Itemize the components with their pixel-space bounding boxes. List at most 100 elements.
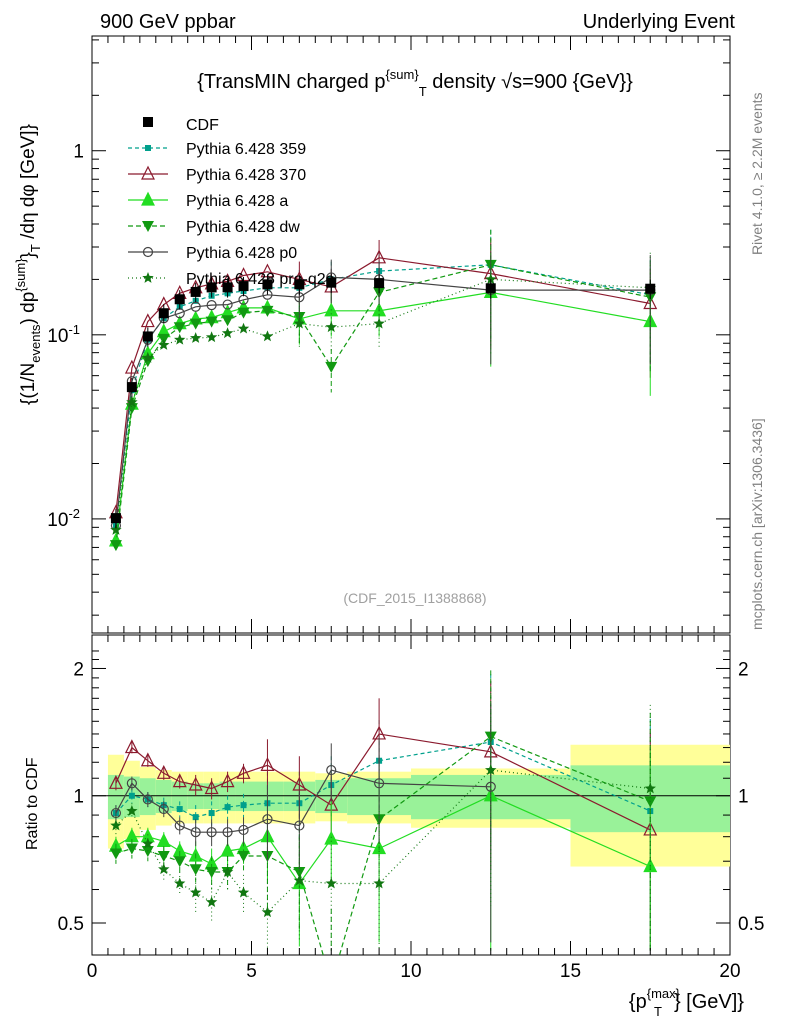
ratio-marker-2-7 bbox=[220, 842, 235, 857]
ratio-marker-5-12 bbox=[373, 877, 385, 889]
series-marker-3-7 bbox=[221, 315, 234, 327]
ratio-ytick-label-right: 1 bbox=[738, 787, 749, 808]
ratio-y-ticks: 0.5 0.5 1 1 2 2 bbox=[58, 650, 764, 935]
main-y-ticks: 10-2 10-1 1 bbox=[47, 39, 730, 616]
legend-marker-cdf bbox=[143, 117, 153, 127]
data-point-10 bbox=[294, 279, 305, 290]
series-marker-5-9 bbox=[261, 330, 274, 342]
ratio-marker-1-8 bbox=[236, 764, 251, 779]
series-marker-3-5 bbox=[189, 318, 202, 330]
series-marker-5-1 bbox=[126, 396, 138, 408]
legend-label-0: Pythia 6.428 359 bbox=[186, 141, 306, 158]
legend-marker-1 bbox=[141, 165, 155, 180]
ratio-ytick-label-left: 0.5 bbox=[58, 914, 84, 935]
ratio-ytick-label-right: 0.5 bbox=[738, 914, 764, 935]
series-marker-5-8 bbox=[237, 322, 250, 334]
ratio-ytick-label-left: 2 bbox=[73, 659, 84, 680]
ratio-band-stat-3 bbox=[155, 779, 172, 814]
data-point-9 bbox=[262, 279, 273, 290]
series-marker-5-2 bbox=[142, 351, 154, 363]
data-point-3 bbox=[158, 308, 169, 319]
legend-marker-4 bbox=[142, 246, 154, 258]
ratio-marker-1-10 bbox=[292, 776, 307, 791]
data-point-5 bbox=[190, 286, 201, 297]
ratio-marker-1-4 bbox=[172, 773, 187, 788]
series-marker-5-4 bbox=[174, 333, 186, 345]
ratio-marker-1-0 bbox=[108, 774, 123, 789]
series-marker-5-6 bbox=[205, 331, 218, 343]
series-marker-5-5 bbox=[190, 332, 202, 343]
x-tick-label: 5 bbox=[246, 961, 257, 982]
series-marker-5-7 bbox=[221, 327, 234, 339]
x-tick-label: 20 bbox=[719, 961, 740, 982]
legend-label-cdf: CDF bbox=[186, 117, 219, 134]
legend-label-4: Pythia 6.428 p0 bbox=[186, 245, 297, 262]
ratio-line-0 bbox=[115, 741, 651, 818]
ratio-marker-5-11 bbox=[325, 877, 337, 889]
ratio-marker-1-1 bbox=[124, 739, 139, 754]
ratio-marker-1-3 bbox=[156, 764, 171, 779]
main-ytick-label: 1 bbox=[73, 142, 84, 163]
analysis-watermark: (CDF_2015_I1388868) bbox=[343, 590, 486, 606]
ratio-marker-5-7 bbox=[221, 866, 234, 877]
series-marker-5-3 bbox=[158, 339, 170, 350]
ratio-marker-5-1 bbox=[126, 805, 138, 816]
ratio-marker-5-8 bbox=[237, 886, 250, 898]
ratio-marker-5-0 bbox=[110, 819, 122, 831]
legend-marker-3 bbox=[142, 221, 154, 232]
ratio-marker-4-13 bbox=[485, 781, 496, 792]
data-point-11 bbox=[326, 277, 337, 288]
ratio-marker-5-6 bbox=[205, 896, 218, 907]
ratio-marker-3-2 bbox=[141, 846, 154, 858]
ratio-band-stat-4 bbox=[171, 781, 188, 812]
series-marker-5-10 bbox=[293, 317, 306, 329]
header-left: 900 GeV ppbar bbox=[100, 11, 236, 33]
x-axis-label: {p{max} T} [GeV]} bbox=[629, 986, 744, 1019]
ratio-marker-5-10 bbox=[293, 874, 306, 886]
ratio-marker-2-11 bbox=[324, 830, 339, 845]
x-tick-label: 10 bbox=[400, 961, 421, 982]
ratio-marker-4-8 bbox=[238, 824, 249, 836]
data-point-14 bbox=[645, 283, 656, 294]
ratio-line-4 bbox=[115, 769, 491, 833]
series-marker-3-0 bbox=[109, 540, 122, 552]
series-marker-4-5 bbox=[190, 301, 201, 312]
series-marker-5-11 bbox=[325, 321, 337, 333]
ratio-marker-3-10 bbox=[293, 867, 306, 879]
ratio-marker-4-1 bbox=[126, 778, 137, 789]
ratio-marker-0-5 bbox=[192, 814, 199, 821]
legend-label-2: Pythia 6.428 a bbox=[186, 193, 288, 210]
ratio-marker-4-9 bbox=[262, 814, 273, 825]
ratio-marker-1-7 bbox=[220, 773, 235, 788]
legend-label-5: Pythia 6.428 pro-q2o bbox=[186, 271, 335, 288]
ratio-marker-3-11 bbox=[325, 978, 337, 989]
series-marker-1-1 bbox=[124, 359, 139, 374]
ratio-marker-4-4 bbox=[174, 820, 185, 831]
ratio-marker-5-14 bbox=[644, 782, 656, 794]
series-marker-5-12 bbox=[373, 317, 385, 329]
ratio-y-axis-label: Ratio to CDF bbox=[24, 757, 41, 850]
ratio-marker-0-6 bbox=[208, 810, 215, 817]
series-marker-1-2 bbox=[140, 313, 155, 328]
data-point-8 bbox=[238, 281, 249, 292]
ratio-marker-5-5 bbox=[190, 886, 202, 898]
series-marker-3-8 bbox=[237, 307, 250, 319]
main-ytick-label: 10-1 bbox=[47, 322, 80, 347]
series-marker-5-0 bbox=[110, 524, 122, 535]
ratio-marker-4-2 bbox=[142, 794, 153, 805]
series-line-2 bbox=[115, 291, 651, 541]
data-point-7 bbox=[222, 282, 233, 293]
series-marker-4-7 bbox=[222, 299, 233, 310]
x-tick-label: 0 bbox=[87, 961, 98, 982]
ratio-marker-3-5 bbox=[189, 864, 202, 876]
ratio-ytick-label-right: 2 bbox=[738, 659, 749, 680]
ratio-marker-5-4 bbox=[174, 877, 186, 889]
series-marker-4-6 bbox=[206, 300, 217, 311]
legend-marker-5 bbox=[142, 272, 154, 283]
series-marker-5-13 bbox=[485, 273, 497, 285]
main-ytick-label: 10-2 bbox=[47, 506, 80, 531]
series-line-4 bbox=[115, 276, 651, 526]
legend-label-1: Pythia 6.428 370 bbox=[186, 167, 306, 184]
ratio-ytick-label-left: 1 bbox=[73, 787, 84, 808]
ratio-marker-1-6 bbox=[204, 780, 219, 795]
